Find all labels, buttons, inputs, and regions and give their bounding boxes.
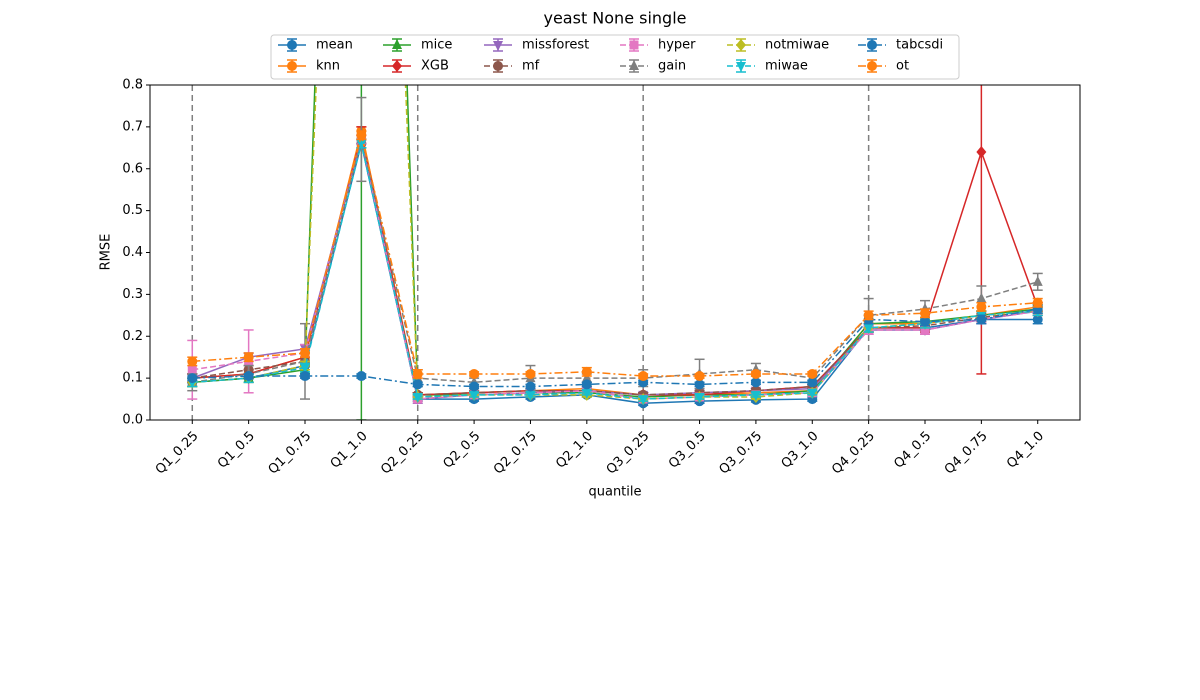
marker [525,368,536,379]
marker [1032,275,1043,286]
marker [863,310,874,321]
marker [287,40,297,50]
legend-label: ot [896,59,909,74]
marker [750,368,761,379]
marker [469,381,480,392]
marker [243,371,254,382]
marker [920,325,930,335]
marker [493,61,503,71]
legend-label: notmiwae [765,38,829,53]
series [187,130,1043,382]
legend-label: missforest [522,38,589,53]
series-line [192,308,1038,388]
marker [867,40,877,50]
marker [976,292,987,303]
marker [469,390,480,401]
marker [694,379,705,390]
marker [300,371,310,382]
marker [736,39,746,51]
marker [863,323,874,334]
marker [412,368,423,379]
marker [920,316,930,327]
marker [187,373,198,384]
marker [412,379,423,390]
marker [750,390,761,401]
series-line [192,139,1038,400]
legend-label: XGB [421,59,449,74]
y-tick-label: 0.1 [122,371,143,386]
y-tick-label: 0.3 [122,287,143,302]
marker [356,139,367,150]
legend-label: mice [421,38,452,53]
marker [287,61,297,71]
marker [694,392,705,403]
series-line [192,85,1038,400]
marker [581,379,592,390]
marker [807,377,818,388]
legend-label: tabcsdi [896,38,943,53]
series-line [192,143,1038,400]
marker [920,308,930,319]
marker [581,388,592,399]
marker [469,368,480,379]
marker [694,371,705,382]
y-axis-label: RMSE [99,234,114,271]
y-tick-label: 0.4 [122,245,143,260]
marker [1032,314,1043,325]
marker [750,377,761,388]
marker [187,356,198,367]
legend-label: mean [316,38,353,53]
marker [493,41,503,51]
legend-label: mf [522,59,540,74]
y-tick-label: 0.6 [122,161,143,176]
marker [581,366,592,377]
series-line [192,139,1038,384]
marker [525,381,536,392]
y-tick-label: 0.7 [122,119,143,134]
marker [412,392,423,403]
chart-title: yeast None single [543,9,686,28]
marker [736,62,746,72]
marker [300,363,310,374]
series-line [192,135,1038,377]
marker [525,390,536,401]
legend-label: gain [658,59,686,74]
marker [976,146,987,158]
y-tick-label: 0.5 [122,203,143,218]
marker [976,301,987,312]
legend-label: miwae [765,59,808,74]
marker [392,60,402,72]
legend-box [270,34,960,80]
marker [1032,297,1043,308]
marker [187,365,197,375]
legend-label: hyper [658,38,696,53]
marker [581,372,592,383]
plot-area [187,85,1043,420]
marker [629,40,639,50]
marker [807,368,818,379]
marker [629,60,639,70]
y-tick-label: 0.8 [122,78,143,93]
marker [976,314,987,325]
legend-label: knn [316,59,340,74]
x-axis-label: quantile [588,485,641,500]
marker [638,395,649,406]
marker [638,371,649,382]
marker [807,388,818,399]
marker [356,130,367,141]
y-tick-label: 0.0 [122,413,143,428]
marker [243,352,254,363]
series-line [192,85,1038,398]
marker [356,371,367,382]
marker [392,39,402,49]
y-tick-label: 0.2 [122,329,143,344]
marker [300,348,310,358]
marker [867,61,877,71]
